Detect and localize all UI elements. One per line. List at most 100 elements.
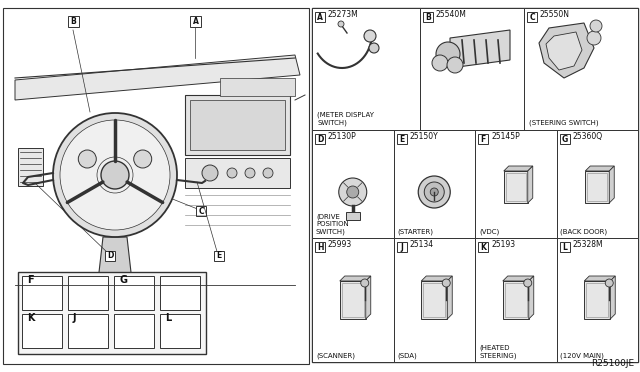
Text: (SCANNER): (SCANNER) — [316, 353, 355, 359]
Bar — [185, 95, 290, 155]
Text: 25130P: 25130P — [328, 132, 356, 141]
Bar — [160, 314, 200, 348]
Text: 25273M: 25273M — [328, 10, 359, 19]
Bar — [478, 134, 488, 144]
Bar — [312, 8, 638, 362]
Bar — [114, 276, 154, 310]
Bar — [22, 276, 62, 310]
Polygon shape — [546, 32, 582, 70]
Circle shape — [447, 57, 463, 73]
Text: (STEERING SWITCH): (STEERING SWITCH) — [529, 119, 598, 126]
Text: (120V MAIN): (120V MAIN) — [561, 353, 604, 359]
Bar — [315, 12, 325, 22]
Bar — [190, 100, 285, 150]
Polygon shape — [611, 276, 615, 319]
Bar — [423, 12, 433, 22]
Bar — [394, 130, 475, 238]
Bar — [18, 148, 43, 186]
Text: D: D — [107, 251, 113, 260]
Polygon shape — [421, 276, 452, 281]
Bar — [527, 12, 537, 22]
Bar — [505, 283, 527, 317]
Circle shape — [202, 165, 218, 181]
Text: 25145P: 25145P — [491, 132, 520, 141]
Circle shape — [432, 55, 448, 71]
Circle shape — [424, 182, 444, 202]
Text: L: L — [165, 313, 172, 323]
Text: L: L — [562, 243, 567, 251]
Text: E: E — [399, 135, 404, 144]
Circle shape — [369, 43, 379, 53]
Circle shape — [436, 42, 460, 66]
Bar — [190, 16, 201, 27]
Text: J: J — [73, 313, 77, 323]
Text: H: H — [317, 243, 323, 251]
Bar — [312, 8, 420, 130]
Text: K: K — [480, 243, 486, 251]
Bar — [584, 281, 611, 319]
Bar — [114, 314, 154, 348]
Circle shape — [587, 31, 601, 45]
Bar — [588, 173, 607, 201]
Text: (SDA): (SDA) — [397, 353, 417, 359]
Text: 25550N: 25550N — [540, 10, 570, 19]
Bar — [557, 238, 638, 362]
Bar — [397, 242, 406, 252]
Text: (HEATED
STEERING): (HEATED STEERING) — [479, 344, 516, 359]
Polygon shape — [528, 166, 532, 203]
Text: (METER DISPLAY
SWITCH): (METER DISPLAY SWITCH) — [317, 112, 374, 126]
Bar — [423, 283, 445, 317]
Text: (STARTER): (STARTER) — [397, 228, 433, 235]
Text: 25540M: 25540M — [436, 10, 467, 19]
Circle shape — [134, 150, 152, 168]
Bar — [557, 130, 638, 238]
Text: C: C — [198, 206, 204, 215]
Circle shape — [245, 168, 255, 178]
Polygon shape — [539, 23, 594, 78]
Bar — [160, 276, 200, 310]
Bar — [585, 171, 609, 203]
Polygon shape — [340, 276, 371, 281]
Bar — [559, 242, 570, 252]
Text: F: F — [27, 275, 34, 285]
Bar — [214, 251, 224, 261]
Bar — [340, 281, 365, 319]
Bar — [220, 78, 295, 96]
Circle shape — [430, 188, 438, 196]
Polygon shape — [15, 55, 300, 100]
Text: 25193: 25193 — [491, 240, 515, 249]
Bar — [18, 272, 206, 354]
Text: E: E — [216, 251, 221, 260]
Circle shape — [347, 186, 359, 198]
Bar — [478, 242, 488, 252]
Text: (BACK DOOR): (BACK DOOR) — [561, 228, 607, 235]
Bar — [68, 16, 79, 27]
Polygon shape — [450, 30, 510, 68]
Text: D: D — [317, 135, 323, 144]
Circle shape — [263, 168, 273, 178]
Bar — [105, 251, 115, 261]
Circle shape — [339, 178, 367, 206]
Text: (VDC): (VDC) — [479, 228, 499, 235]
Bar — [185, 158, 290, 188]
Polygon shape — [15, 55, 300, 290]
Bar — [506, 173, 525, 201]
Bar — [68, 276, 108, 310]
Text: F: F — [481, 135, 486, 144]
Bar — [315, 242, 325, 252]
Bar — [68, 314, 108, 348]
Text: 25328M: 25328M — [573, 240, 603, 249]
Polygon shape — [447, 276, 452, 319]
Text: C: C — [529, 13, 535, 22]
Circle shape — [605, 279, 613, 287]
Polygon shape — [365, 276, 371, 319]
Circle shape — [590, 20, 602, 32]
Text: A: A — [193, 17, 198, 26]
Circle shape — [338, 21, 344, 27]
Bar — [559, 134, 570, 144]
Circle shape — [227, 168, 237, 178]
Bar — [315, 134, 325, 144]
Bar — [346, 212, 360, 220]
Bar — [475, 238, 557, 362]
Text: (DRIVE
POSITION
SWITCH): (DRIVE POSITION SWITCH) — [316, 213, 349, 235]
